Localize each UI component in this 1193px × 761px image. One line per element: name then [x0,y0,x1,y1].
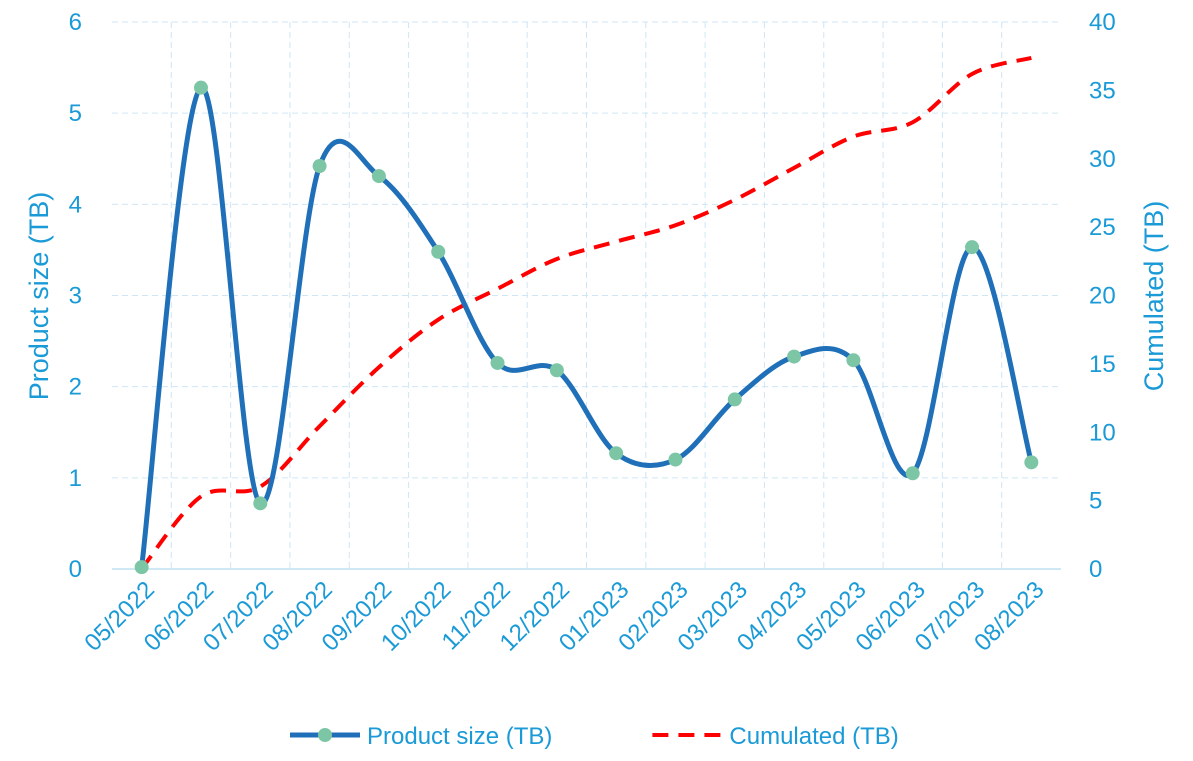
y-axis-title: Product size (TB) [24,192,54,401]
y2-tick-label: 30 [1089,146,1116,173]
marker [490,355,505,370]
marker [134,560,149,575]
marker [965,240,980,255]
y-tick-label: 3 [69,283,82,310]
y2-tick-label: 10 [1089,419,1116,446]
y2-tick-label: 20 [1089,283,1116,310]
legend-label: Product size (TB) [367,723,552,750]
y2-tick-label: 25 [1089,214,1116,241]
y2-tick-label: 35 [1089,77,1116,104]
series-line [139,85,1034,568]
marker [668,452,683,467]
marker [609,446,624,461]
y2-tick-label: 0 [1089,556,1102,583]
y-tick-label: 1 [69,465,82,492]
marker [253,496,268,511]
y-tick-label: 4 [69,191,82,218]
y2-tick-label: 40 [1089,9,1116,36]
y-tick-label: 0 [69,556,82,583]
marker [787,349,802,364]
y2-tick-label: 15 [1089,351,1116,378]
marker [727,392,742,407]
y-tick-label: 2 [69,374,82,401]
marker [1024,455,1039,470]
legend-marker [318,728,332,742]
y2-tick-label: 5 [1089,488,1102,515]
marker [193,80,208,95]
marker [549,363,564,378]
marker [431,244,446,259]
marker [371,169,386,184]
y2-axis-title: Cumulated (TB) [1139,201,1169,392]
legend-label: Cumulated (TB) [729,723,898,750]
y-tick-label: 5 [69,100,82,127]
marker [846,353,861,368]
marker [312,159,327,174]
y-tick-label: 6 [69,9,82,36]
marker [905,466,920,481]
